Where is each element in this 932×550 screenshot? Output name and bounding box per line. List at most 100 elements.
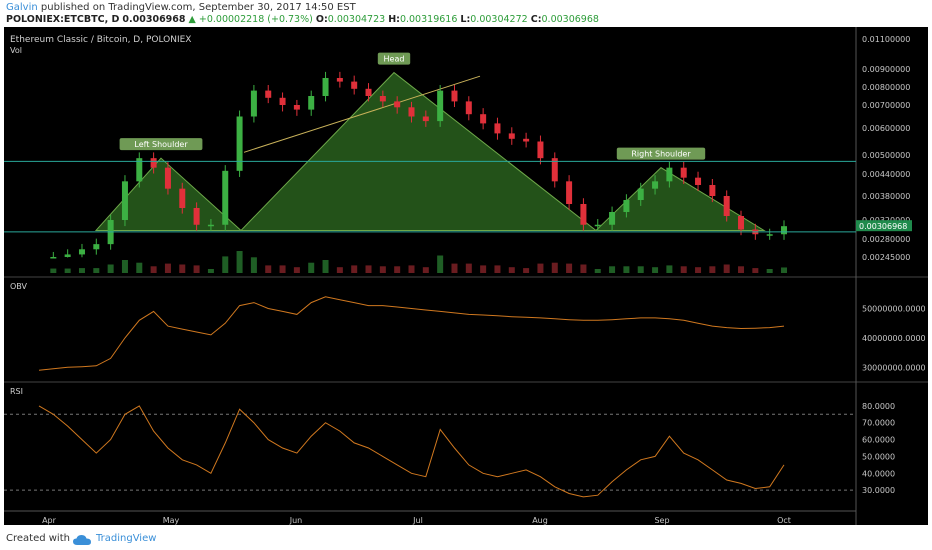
symbol-line: POLONIEX:ETCBTC, D 0.00306968 ▲ +0.00002… bbox=[6, 14, 599, 25]
volume-bar bbox=[766, 269, 773, 273]
chart-svg[interactable]: Left Shoulder Head Right Shoulder 0.011000… bbox=[4, 27, 928, 525]
candle-body bbox=[623, 200, 630, 212]
volume-bar bbox=[566, 263, 573, 273]
rsi-line bbox=[4, 405, 856, 498]
candle-body bbox=[207, 224, 214, 227]
volume-bar bbox=[207, 269, 214, 273]
candle-body bbox=[480, 114, 487, 124]
volume-bar bbox=[723, 264, 730, 273]
volume-bar bbox=[265, 265, 272, 273]
left-shoulder-badge: Left Shoulder bbox=[134, 140, 188, 149]
volume-bar bbox=[523, 268, 530, 273]
volume-bar bbox=[494, 265, 501, 273]
price-tick-label: 0.00440000 bbox=[862, 170, 910, 179]
volume-bar bbox=[379, 266, 386, 273]
candle-body bbox=[164, 167, 171, 189]
right-shoulder-badge-box bbox=[616, 147, 706, 160]
tradingview-brand[interactable]: TradingView bbox=[96, 533, 157, 544]
price-tick-label: 0.00280000 bbox=[862, 235, 910, 244]
volume-bar bbox=[709, 266, 716, 273]
rsi-tick-label: 80.0000 bbox=[862, 402, 895, 411]
x-tick-label: May bbox=[163, 516, 180, 525]
volume-bar bbox=[480, 265, 487, 273]
candle-body bbox=[394, 101, 401, 108]
footer: Created with TradingView bbox=[0, 528, 932, 550]
close-value: 0.00306968 bbox=[541, 14, 599, 25]
obv-series-line bbox=[38, 296, 785, 371]
x-tick-label: Apr bbox=[42, 516, 57, 525]
volume-bar bbox=[594, 269, 601, 273]
candle-body bbox=[695, 177, 702, 185]
candle-body bbox=[78, 249, 85, 255]
symbol-name: POLONIEX:ETCBTC, D bbox=[6, 14, 120, 25]
volume-bar bbox=[308, 262, 315, 273]
candle-body bbox=[136, 158, 143, 182]
close-label: C: bbox=[530, 14, 542, 25]
candle-body bbox=[680, 167, 687, 178]
vol-label: Vol bbox=[10, 46, 22, 55]
last-price: 0.00306968 bbox=[122, 14, 186, 25]
volume-bar bbox=[179, 264, 186, 273]
price-tick-label: 0.00600000 bbox=[862, 124, 910, 133]
candle-body bbox=[236, 116, 243, 171]
candle-body bbox=[422, 116, 429, 122]
volume-bar bbox=[64, 268, 71, 273]
volume-bar bbox=[93, 268, 100, 273]
created-with-text: Created with bbox=[6, 533, 70, 544]
volume-bar bbox=[637, 266, 644, 273]
current-price-box bbox=[856, 220, 912, 232]
candle-body bbox=[437, 90, 444, 122]
candle-body bbox=[451, 90, 458, 102]
candle-body bbox=[351, 81, 358, 89]
volume-bar bbox=[136, 262, 143, 273]
x-tick-label: Aug bbox=[532, 516, 548, 525]
price-tick-label: 0.00700000 bbox=[862, 101, 910, 110]
volume-bar bbox=[365, 265, 372, 273]
candle-body bbox=[652, 181, 659, 189]
trend-line bbox=[243, 75, 481, 153]
candle-body bbox=[594, 224, 601, 227]
candle-body bbox=[379, 96, 386, 102]
price-tick-label: 0.00500000 bbox=[862, 151, 910, 160]
x-tick-label: Jun bbox=[289, 516, 303, 525]
rsi-tick-label: 50.0000 bbox=[862, 452, 895, 461]
candle-body bbox=[709, 185, 716, 196]
volume-bar bbox=[408, 265, 415, 273]
volume-bar bbox=[250, 257, 257, 273]
price-change: +0.00002218 (+0.73%) bbox=[198, 14, 313, 25]
open-label: O: bbox=[315, 14, 328, 25]
candle-body bbox=[566, 181, 573, 204]
volume-bar bbox=[279, 265, 286, 273]
candle-body bbox=[64, 254, 71, 257]
candle-body bbox=[723, 196, 730, 216]
volume-bar bbox=[293, 267, 300, 273]
volume-bar bbox=[551, 262, 558, 273]
candle-body bbox=[609, 212, 616, 225]
author-link[interactable]: Galvin bbox=[6, 2, 38, 13]
head-and-shoulders-pattern: Left Shoulder Head Right Shoulder bbox=[94, 52, 766, 231]
volume-bar bbox=[680, 266, 687, 273]
candle-body bbox=[551, 158, 558, 182]
current-price-label: 0.00306968 bbox=[859, 222, 907, 231]
volume-bar bbox=[351, 265, 358, 273]
candle-body bbox=[222, 170, 229, 225]
candle-body bbox=[50, 257, 57, 259]
axes: 0.01100000 0.00900000 0.00800000 0.00700000… bbox=[42, 35, 926, 525]
left-shoulder-badge-box bbox=[119, 138, 203, 151]
volume-bar bbox=[322, 260, 329, 273]
price-tick-label: 0.00380000 bbox=[862, 192, 910, 201]
volume-bar bbox=[666, 265, 673, 273]
obv-tick-label: 30000000.0000 bbox=[862, 363, 926, 372]
obv-line bbox=[38, 296, 785, 371]
rsi-tick-label: 60.0000 bbox=[862, 436, 895, 445]
x-tick-label: Jul bbox=[412, 516, 423, 525]
volume-bar bbox=[781, 267, 787, 273]
rsi-label: RSI bbox=[10, 387, 23, 396]
price-tick-label: 0.01100000 bbox=[862, 35, 910, 44]
head-badge-box bbox=[377, 52, 411, 65]
volume-bar bbox=[508, 267, 515, 273]
chart-frame[interactable]: Left Shoulder Head Right Shoulder 0.011000… bbox=[4, 27, 928, 525]
candle-body bbox=[336, 78, 343, 82]
tradingview-logo-icon bbox=[72, 534, 92, 549]
up-arrow-icon: ▲ bbox=[188, 14, 196, 25]
